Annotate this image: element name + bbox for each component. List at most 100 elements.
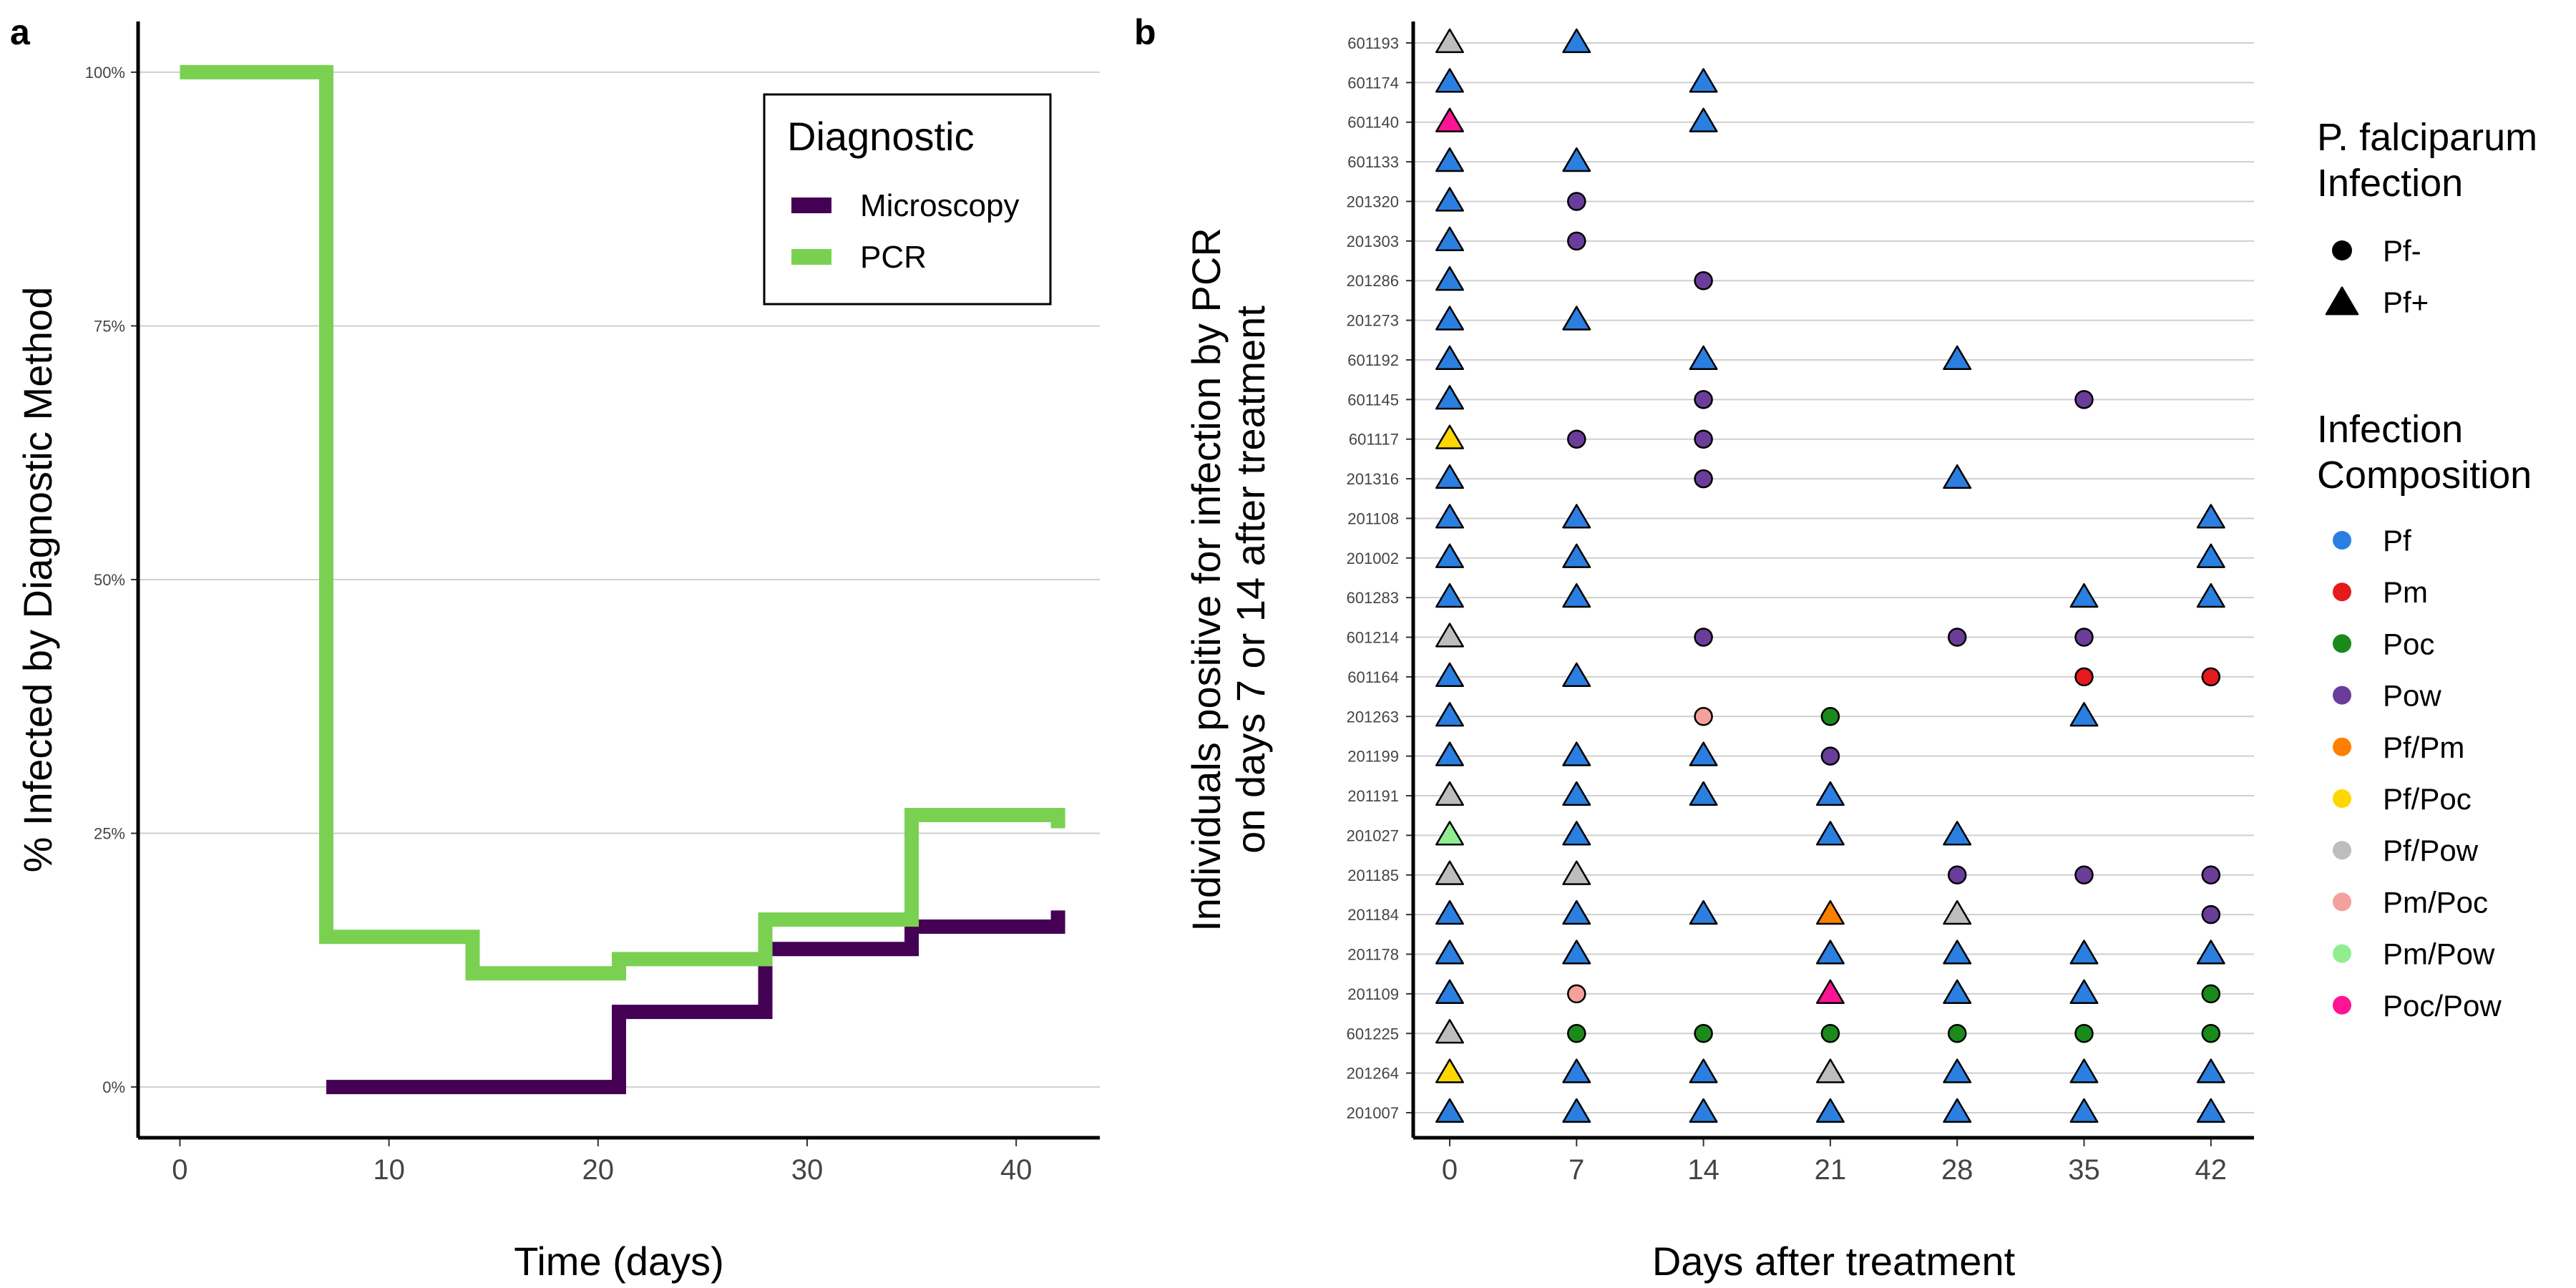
point-circle (1567, 984, 1586, 1004)
point-circle (1820, 707, 1840, 726)
legend-composition-label: Poc (2383, 627, 2434, 660)
legend-key-pow (2333, 686, 2351, 705)
point-triangle (1435, 385, 1464, 410)
point-triangle (1943, 345, 1972, 371)
point-triangle (1689, 781, 1718, 806)
point-triangle (1435, 1019, 1464, 1044)
legend-shape-label: Pf+ (2383, 286, 2429, 319)
point-circle (2074, 667, 2094, 687)
point-triangle (1943, 1058, 1972, 1083)
legend-key-poc-pow (2333, 995, 2351, 1015)
y-tick-label: 201286 (1347, 272, 1399, 290)
point-triangle (2196, 1098, 2225, 1123)
point-triangle (2196, 582, 2225, 608)
point-triangle (1562, 28, 1591, 54)
y-tick-label: 201263 (1347, 708, 1399, 726)
legend-composition-label: Pf (2383, 524, 2411, 557)
point-circle (1567, 192, 1586, 211)
legend-key-pf (2333, 531, 2351, 550)
y-tick-label: 201199 (1347, 748, 1399, 766)
y-axis-title-line: on days 7 or 14 after treatment (1228, 306, 1273, 854)
legend-composition-label: Pow (2383, 679, 2441, 713)
y-tick-label: 601117 (1349, 431, 1399, 449)
y-tick-label: 201109 (1347, 985, 1399, 1003)
point-triangle (1689, 1058, 1718, 1083)
point-triangle (2069, 1098, 2099, 1123)
legend-key-pf-poc (2333, 789, 2351, 808)
point-triangle (1815, 1058, 1845, 1083)
y-tick-label: 201184 (1347, 906, 1399, 924)
point-triangle (1562, 582, 1591, 608)
y-tick-label: 50% (94, 571, 125, 589)
point-triangle (1943, 821, 1972, 846)
point-triangle (1689, 107, 1718, 132)
point-triangle (2069, 940, 2099, 965)
point-triangle (1435, 979, 1464, 1004)
point-triangle (1689, 345, 1718, 371)
y-tick-label: 601145 (1347, 391, 1399, 409)
point-triangle (2069, 979, 2099, 1004)
legend-label-pcr: PCR (860, 240, 927, 275)
point-triangle (1562, 940, 1591, 965)
y-axis-title: % Infected by Diagnostic Method (15, 287, 60, 873)
point-circle (1567, 231, 1586, 251)
point-triangle (1435, 623, 1464, 648)
point-circle (1694, 270, 1713, 291)
point-triangle (1689, 68, 1718, 93)
x-axis-title: Days after treatment (1652, 1239, 2016, 1284)
point-triangle (1943, 1098, 1972, 1123)
point-triangle (1562, 781, 1591, 806)
point-triangle (1562, 899, 1591, 925)
x-tick-label: 30 (791, 1154, 824, 1186)
point-circle (1567, 1024, 1586, 1043)
point-triangle (1435, 306, 1464, 331)
x-tick-label: 21 (1815, 1154, 1847, 1186)
x-tick-label: 0 (1442, 1154, 1458, 1186)
point-triangle (1562, 741, 1591, 766)
point-circle (2074, 865, 2094, 885)
y-tick-label: 601192 (1347, 351, 1399, 369)
series-line-pcr (180, 64, 1065, 981)
point-circle (1694, 707, 1713, 726)
point-circle (2201, 1024, 2221, 1043)
y-tick-label: 201108 (1347, 509, 1399, 527)
panel-b-dot-chart: 601193 601174 601140 601133 201320 201303 2012… (1184, 21, 2537, 1284)
point-triangle (2196, 543, 2225, 568)
point-triangle (1435, 860, 1464, 885)
y-tick-label: 601214 (1347, 629, 1399, 647)
legend-key-pm-poc (2333, 892, 2351, 912)
point-triangle (1562, 306, 1591, 331)
point-triangle (1435, 504, 1464, 529)
point-triangle (1689, 741, 1718, 766)
y-tick-label: 601133 (1347, 153, 1399, 171)
point-triangle (1435, 424, 1464, 449)
legend-composition-label: Pf/Pm (2383, 731, 2464, 764)
y-tick-label: 601225 (1347, 1025, 1399, 1043)
point-triangle (2069, 702, 2099, 727)
point-triangle (1815, 940, 1845, 965)
point-circle (2074, 390, 2094, 409)
point-circle (2074, 1024, 2094, 1043)
point-triangle (1435, 345, 1464, 371)
y-tick-label: 100% (85, 64, 125, 82)
legend-label-microscopy: Microscopy (860, 188, 1020, 223)
legend-composition-label: Pm (2383, 575, 2428, 609)
point-circle (2201, 904, 2221, 924)
point-triangle (1689, 1098, 1718, 1123)
x-tick-label: 35 (2068, 1154, 2100, 1186)
point-triangle (1562, 1098, 1591, 1123)
legend-key-pf-pm (2333, 737, 2351, 756)
y-tick-label: 601283 (1347, 589, 1399, 607)
point-triangle (2069, 582, 2099, 608)
y-tick-label: 75% (94, 317, 125, 335)
panel-b-letter: b (1134, 12, 1156, 52)
y-axis-title-line: Individuals positive for infection by PC… (1184, 228, 1229, 932)
point-triangle (1815, 821, 1845, 846)
point-circle (2201, 865, 2221, 885)
legend-key-pm (2333, 582, 2351, 602)
y-tick-label: 601174 (1347, 74, 1399, 92)
legend-key-pf-pow (2333, 841, 2351, 860)
y-tick-label: 201178 (1347, 946, 1399, 964)
point-triangle (1435, 781, 1464, 806)
